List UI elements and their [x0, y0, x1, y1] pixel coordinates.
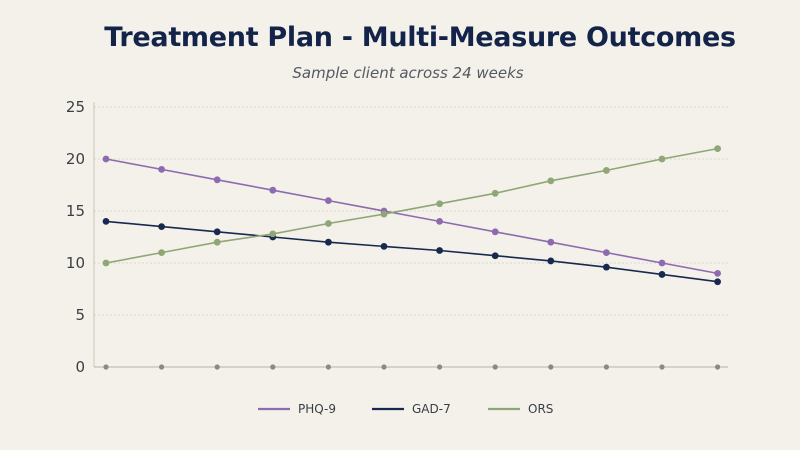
data-point [547, 177, 555, 185]
data-point [714, 145, 721, 153]
data-point [658, 271, 666, 278]
baseline-marker [159, 364, 165, 370]
chart-subtitle: Sample client across 24 weeks [292, 64, 524, 82]
data-point [213, 228, 221, 236]
data-point [325, 197, 332, 205]
data-point [436, 200, 443, 208]
data-point [325, 220, 332, 227]
y-tick-label: 20 [66, 150, 85, 168]
data-point [269, 186, 277, 194]
data-point [491, 252, 499, 260]
legend-label: ORS [528, 402, 553, 416]
data-point [714, 270, 721, 277]
baseline-marker [325, 364, 331, 370]
legend-label: GAD-7 [412, 402, 451, 416]
data-point [603, 249, 610, 256]
chart-title: Treatment Plan - Multi-Measure Outcomes [104, 22, 736, 53]
baseline-marker [715, 364, 721, 370]
series-gad-7 [102, 218, 721, 286]
series-line [105, 147, 718, 264]
data-point [658, 155, 666, 163]
data-point [269, 230, 277, 238]
gridlines [94, 106, 728, 316]
series-lines [102, 145, 721, 286]
y-tick-label: 0 [75, 358, 85, 376]
data-point [102, 218, 110, 225]
data-point [603, 263, 610, 271]
baseline-marker [103, 364, 109, 370]
data-point [158, 166, 166, 173]
data-point [658, 259, 666, 267]
legend-label: PHQ-9 [298, 402, 336, 416]
data-point [380, 242, 388, 250]
legend: PHQ-9 GAD-7 ORS [258, 402, 553, 416]
data-point [102, 155, 110, 163]
baseline-marker [548, 364, 554, 370]
data-point [436, 247, 443, 254]
series-phq-9 [102, 155, 721, 277]
axes [93, 102, 728, 368]
data-point [714, 278, 721, 286]
data-point [491, 189, 499, 197]
baseline-marker [659, 364, 665, 370]
baseline-marker [270, 364, 276, 370]
data-point [213, 176, 221, 184]
data-point [603, 167, 610, 174]
y-tick-label: 10 [66, 254, 85, 272]
y-tick-labels: 0 5 10 15 20 25 [66, 98, 85, 376]
y-tick-label: 15 [66, 202, 85, 220]
data-point [436, 218, 443, 225]
data-point [102, 259, 110, 267]
data-point [325, 238, 332, 246]
data-point [158, 249, 166, 256]
y-tick-label: 25 [66, 98, 85, 116]
y-tick-label: 5 [75, 306, 85, 324]
baseline-marker [214, 364, 220, 370]
baseline-marker [437, 364, 443, 370]
baseline-marker [381, 364, 387, 370]
data-point [380, 210, 388, 218]
data-point [158, 223, 166, 231]
baseline-marker [603, 364, 610, 370]
data-point [491, 228, 499, 236]
series-ors [102, 145, 721, 267]
series-line [105, 220, 718, 283]
data-point [547, 238, 555, 246]
baseline-marker [492, 364, 498, 370]
data-point [213, 238, 221, 246]
baseline-markers [103, 364, 721, 370]
series-line [105, 158, 718, 275]
data-point [547, 257, 555, 265]
